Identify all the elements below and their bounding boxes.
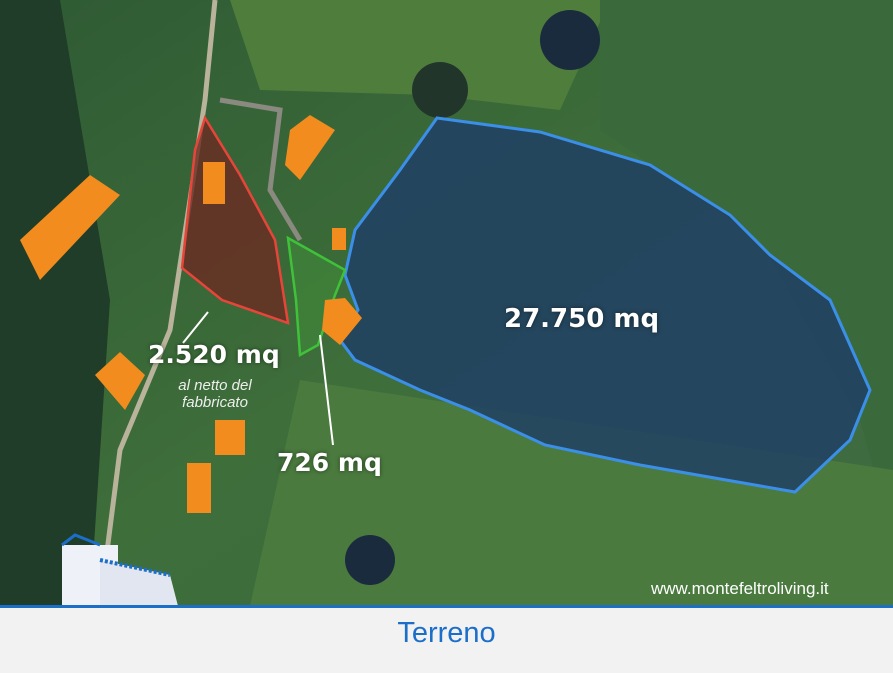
castle-logo — [61, 533, 178, 606]
parcel-27750[interactable] — [338, 116, 872, 494]
parcel-2520-label: 2.520 mq — [148, 340, 280, 369]
woods-west — [0, 0, 110, 606]
aerial-map — [0, 0, 893, 606]
parcel-2520-note: al netto del fabbricato — [178, 377, 252, 411]
leader-line — [182, 311, 209, 344]
road — [219, 97, 303, 242]
parcel-726[interactable] — [286, 235, 347, 358]
page-title: Terreno — [397, 617, 496, 649]
website-watermark: www.montefeltroliving.it — [651, 579, 829, 598]
tree — [540, 10, 600, 70]
field-north — [230, 0, 610, 110]
buildings — [20, 115, 362, 513]
tree — [345, 535, 395, 585]
field-east — [600, 0, 893, 540]
parcel-27750-label: 27.750 mq — [504, 304, 660, 334]
tree — [412, 62, 468, 118]
field-south — [250, 380, 893, 606]
leader-line — [319, 334, 334, 446]
road — [97, 0, 218, 606]
caption-bar — [0, 605, 893, 673]
parcel-726-label: 726 mq — [277, 448, 382, 477]
